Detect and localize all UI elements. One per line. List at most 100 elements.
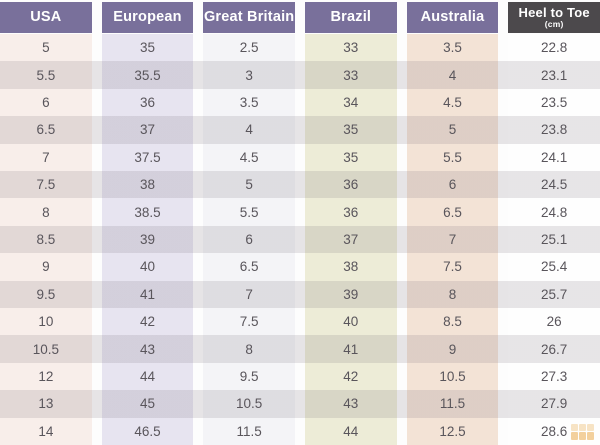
table-cell: 12 — [0, 362, 92, 391]
table-cell: 8 — [203, 335, 295, 363]
table-cell: 7 — [0, 143, 92, 172]
table-row: 8.5 39 6 37 7 25.1 — [0, 225, 600, 254]
table-cell: 38 — [304, 253, 397, 281]
table-row: 13 45 10.5 43 11.5 27.9 — [0, 390, 600, 418]
table-cell: 10.5 — [203, 390, 295, 418]
table-cell: 45 — [101, 390, 194, 418]
table-cell: 11.5 — [203, 417, 295, 445]
table-row: 10.5 43 8 41 9 26.7 — [0, 335, 600, 363]
table-cell: 6.5 — [203, 253, 295, 281]
table-cell: 13 — [0, 390, 92, 418]
column-header-label: Great Britain — [203, 8, 295, 25]
column-header-heel-to-toe: Heel to Toe (cm) — [508, 2, 600, 33]
table-cell: 35 — [101, 34, 194, 62]
column-header-label: USA — [30, 8, 62, 25]
column-header-label: Brazil — [330, 8, 372, 25]
table-cell: 43 — [101, 335, 194, 363]
column-header-great-britain: Great Britain — [203, 2, 295, 33]
table-cell: 36 — [101, 88, 194, 117]
table-cell: 23.8 — [508, 116, 600, 144]
table-cell: 4.5 — [203, 143, 295, 172]
column-header-usa: USA — [0, 2, 92, 33]
table-cell: 37 — [304, 225, 397, 254]
table-row: 12 44 9.5 42 10.5 27.3 — [0, 362, 600, 391]
table-row: 7 37.5 4.5 35 5.5 24.1 — [0, 143, 600, 172]
table-cell: 41 — [304, 335, 397, 363]
table-cell: 42 — [304, 362, 397, 391]
table-cell: 44 — [101, 362, 194, 391]
table-cell: 37.5 — [101, 143, 194, 172]
table-cell: 43 — [304, 390, 397, 418]
table-row: 5.5 35.5 3 33 4 23.1 — [0, 61, 600, 89]
table-cell: 3.5 — [406, 34, 499, 62]
table-cell: 7 — [406, 225, 499, 254]
table-cell: 44 — [304, 417, 397, 445]
table-body: 5 35 2.5 33 3.5 22.8 5.5 35.5 3 33 4 23.1 6 36 3.5 34 4.… — [0, 34, 600, 445]
table-row: 6 36 3.5 34 4.5 23.5 — [0, 88, 600, 117]
table-cell: 25.7 — [508, 280, 600, 309]
table-cell: 5.5 — [406, 143, 499, 172]
table-cell: 6 — [203, 225, 295, 254]
table-cell: 4.5 — [406, 88, 499, 117]
table-cell: 42 — [101, 308, 194, 336]
table-header-row: USA European Great Britain Brazil Austra… — [0, 2, 600, 33]
table-row: 10 42 7.5 40 8.5 26 — [0, 308, 600, 336]
table-cell: 37 — [101, 116, 194, 144]
table-cell: 26 — [508, 308, 600, 336]
column-header-label: European — [113, 8, 182, 25]
watermark-icon — [571, 424, 594, 441]
table-cell: 10 — [0, 308, 92, 336]
table-cell: 46.5 — [101, 417, 194, 445]
column-header-european: European — [101, 2, 194, 33]
table-row: 6.5 37 4 35 5 23.8 — [0, 116, 600, 144]
table-cell: 12.5 — [406, 417, 499, 445]
table-cell: 41 — [101, 280, 194, 309]
table-cell: 11.5 — [406, 390, 499, 418]
table-cell: 38.5 — [101, 198, 194, 226]
table-cell: 10.5 — [406, 362, 499, 391]
table-cell: 39 — [101, 225, 194, 254]
table-cell: 24.5 — [508, 171, 600, 199]
table-row: 9.5 41 7 39 8 25.7 — [0, 280, 600, 309]
table-cell: 6 — [0, 88, 92, 117]
table-cell: 7.5 — [406, 253, 499, 281]
table-cell: 8 — [406, 280, 499, 309]
column-header-brazil: Brazil — [304, 2, 397, 33]
table-cell: 6.5 — [406, 198, 499, 226]
table-cell: 4 — [203, 116, 295, 144]
table-cell: 24.1 — [508, 143, 600, 172]
table-cell: 8.5 — [0, 225, 92, 254]
table-cell: 26.7 — [508, 335, 600, 363]
column-header-label: Heel to Toe — [518, 5, 590, 21]
table-row: 8 38.5 5.5 36 6.5 24.8 — [0, 198, 600, 226]
table-cell: 4 — [406, 61, 499, 89]
table-cell: 6.5 — [0, 116, 92, 144]
table-cell: 23.1 — [508, 61, 600, 89]
table-cell: 34 — [304, 88, 397, 117]
table-cell: 22.8 — [508, 34, 600, 62]
table-cell: 39 — [304, 280, 397, 309]
table-cell: 5 — [0, 34, 92, 62]
table-cell: 8 — [0, 198, 92, 226]
table-cell: 27.3 — [508, 362, 600, 391]
table-cell: 28.6 — [508, 417, 600, 445]
table-cell: 40 — [101, 253, 194, 281]
table-cell: 2.5 — [203, 34, 295, 62]
table-cell: 24.8 — [508, 198, 600, 226]
table-cell: 25.1 — [508, 225, 600, 254]
table-cell: 5.5 — [0, 61, 92, 89]
table-cell: 5 — [203, 171, 295, 199]
table-cell: 35 — [304, 116, 397, 144]
table-row: 9 40 6.5 38 7.5 25.4 — [0, 253, 600, 281]
table-cell: 6 — [406, 171, 499, 199]
table-cell: 3 — [203, 61, 295, 89]
table-cell: 9 — [0, 253, 92, 281]
column-header-label: Australia — [420, 8, 485, 25]
table-cell: 5 — [406, 116, 499, 144]
table-cell: 7 — [203, 280, 295, 309]
table-cell: 38 — [101, 171, 194, 199]
table-cell: 25.4 — [508, 253, 600, 281]
table-cell: 14 — [0, 417, 92, 445]
table-row: 14 46.5 11.5 44 12.5 28.6 — [0, 417, 600, 445]
